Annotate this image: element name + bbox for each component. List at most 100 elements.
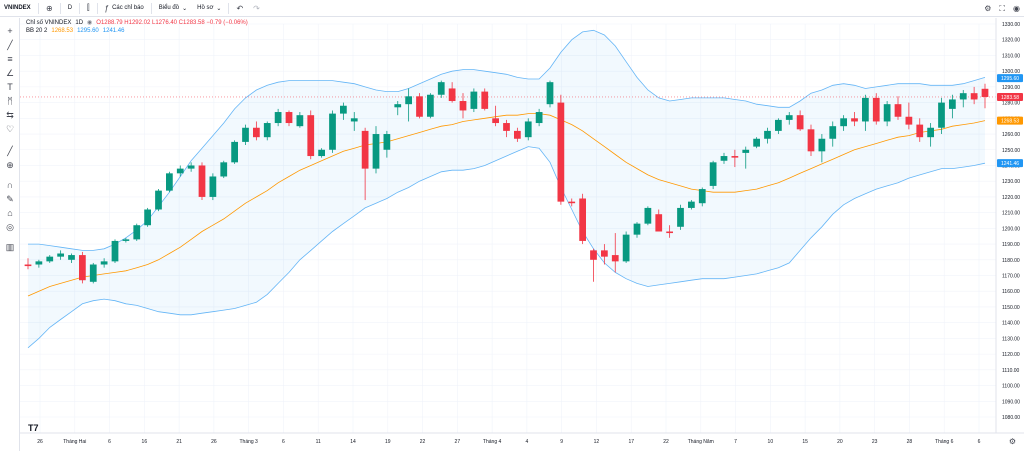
candle [242,124,249,146]
candle [144,207,151,227]
time-tick-label: 16 [142,439,148,445]
time-tick-label: 6 [282,439,285,445]
candle-body [220,162,228,177]
time-tick-label: 20 [837,439,843,445]
candle [318,148,325,158]
candle-body [590,250,597,260]
price-tick-label: 1200.00 [1002,226,1020,232]
candle-body [198,165,206,197]
price-tick-label: 1260.00 [1002,132,1020,138]
crosshair-icon[interactable]: + [7,26,13,36]
plus-circle-icon[interactable]: ⊕ [46,3,53,13]
candle [807,124,815,157]
candle-body [568,201,576,204]
price-tick-label: 1100.00 [1002,384,1020,390]
candle-body [503,123,510,131]
candle-body [851,118,858,122]
bb-middle-tag: 1268.53 [997,116,1023,125]
candle [981,83,989,109]
trend-line-icon[interactable]: ╱ [7,39,13,50]
candle-body [633,223,641,235]
candle-body [872,97,880,122]
candle-body [176,168,184,174]
pattern-icon[interactable]: ᛗ [7,96,13,106]
candle-body [231,141,238,163]
gear-icon[interactable]: ⚙ [984,4,992,13]
time-tick-label: 14 [350,439,356,445]
time-tick-label: Tháng Hai [63,439,86,445]
indicators-button[interactable]: ƒ Các chỉ báo [100,0,149,17]
candle-body [427,94,434,117]
price-tick-label: 1290.00 [1002,85,1020,91]
undo-icon[interactable]: ↶ [236,3,244,13]
candle [307,110,315,160]
projection-icon[interactable]: ⇆ [6,109,14,120]
bb-upper-tag-bg [997,74,1023,83]
candle-body [394,104,402,108]
time-tick-label: Tháng 6 [935,439,954,445]
legend-title[interactable]: Chỉ số VNINDEX [26,20,72,26]
candle [329,110,336,153]
candle [535,108,543,127]
bb-middle-tag-text: 1268.53 [1001,119,1019,125]
candle-body [416,96,423,117]
price-tick-label: 1280.00 [1002,101,1020,107]
candle-body [731,156,739,158]
ruler-icon[interactable]: ╱ [7,145,13,156]
candle [709,160,717,190]
bb-middle-tag-bg [997,116,1023,125]
candle-body [285,112,293,124]
bb-indicator-label[interactable]: BB 20 2 [26,28,48,34]
interval-button[interactable]: D [67,5,73,11]
heart-icon[interactable]: ♡ [5,123,15,134]
candle-body [535,112,543,124]
brush-icon[interactable]: ∠ [5,67,15,78]
candle-body [350,118,358,122]
candle-body [981,88,989,97]
candle [383,130,391,158]
time-axis: 26 Tháng Hai 6 16 21 26 Tháng 3 6 11 14 19 22 27 Thán… [37,439,980,445]
fullscreen-icon[interactable]: ⛶ [999,3,1006,13]
redo-icon[interactable]: ↷ [253,3,260,13]
candle-body [340,105,347,114]
candle-body [361,130,369,169]
candle-body [492,118,499,124]
candle [503,119,510,138]
eye-icon[interactable]: ◎ [6,221,14,232]
time-tick-label: 22 [420,439,426,445]
toolbar-divider [96,2,98,14]
profile-menu-button[interactable]: Hồ sơ ⌄ [192,0,226,17]
candle-body [644,207,652,224]
time-tick-label: 22 [663,439,669,445]
candle [644,206,652,226]
candle [209,173,217,201]
bollinger-upper-line [28,29,986,251]
tradingview-logo: T7 [28,423,39,433]
magnet-icon[interactable]: ∩ [6,180,14,190]
candles-icon[interactable]: ⫿ [87,3,90,12]
time-tick-label: 12 [594,439,600,445]
bollinger-band-fill [28,30,985,348]
candle-body [970,93,978,100]
candle-body [655,214,663,232]
candle-body [448,88,456,102]
candle-body [916,124,924,138]
price-tick-label: 1080.00 [1002,415,1020,421]
candle-body [709,162,717,186]
pencil-lock-icon[interactable]: ✎ [6,193,14,204]
price-tick-label: 1130.00 [1002,336,1020,342]
camera-icon[interactable]: ◉ [1013,4,1020,13]
charts-menu-button[interactable]: Biểu đồ ⌄ [154,0,192,17]
lock-icon[interactable]: ⌂ [7,208,13,218]
text-icon[interactable]: T [7,82,13,92]
candle [753,137,760,149]
time-tick-label: 15 [802,439,808,445]
fib-icon[interactable]: ≡ [7,54,13,64]
gear-icon[interactable]: ⚙ [1008,437,1016,446]
trash-icon[interactable]: ▥ [5,241,15,252]
candle [862,94,869,131]
eye-icon[interactable]: ◉ [87,20,93,26]
symbol-search-button[interactable]: VNINDEX [4,5,31,11]
zoom-in-icon[interactable]: ⊕ [6,159,14,170]
